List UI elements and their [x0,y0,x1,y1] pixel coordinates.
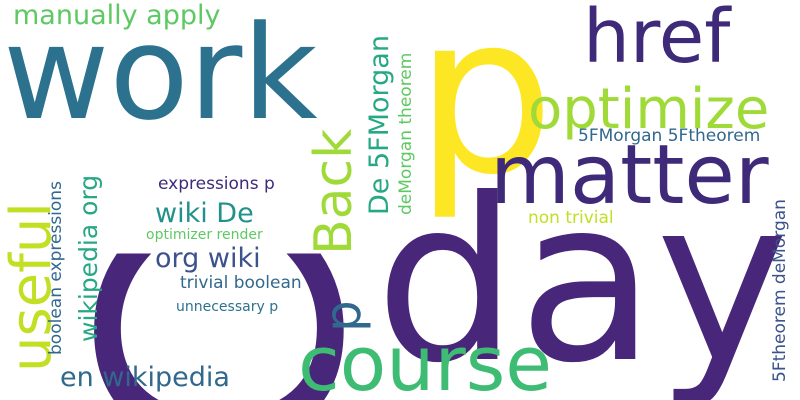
word-optimize: optimize [528,77,770,142]
word-matter: matter [490,128,769,223]
word-non-trivial: non trivial [528,208,614,228]
word-expressions-p: expressions p [158,174,275,194]
word-back: Back [304,128,364,255]
word-wiki-de: wiki De [155,198,254,229]
word-day: day [375,151,789,400]
word-course: course [298,319,553,400]
word-demorgan-theorem: deMorgan theorem [396,52,416,215]
word-de-5fmorgan: De 5FMorgan [364,35,395,215]
word-5ftheorem-demorgan: 5Ftheorem deMorgan [770,199,790,382]
word-unnecessary-p: unnecessary p [176,299,279,315]
word-p-big: p [415,0,555,223]
word-manually-apply: manually apply [13,0,221,31]
word-org-wiki: org wiki [155,243,261,274]
word-en-wikipedia: en wikipedia [60,362,230,393]
word-p-small: p [314,300,372,332]
word-5fmorgan-5ftheorem: 5FMorgan 5Ftheorem [578,126,761,146]
word-wikipedia-org: wikipedia org [74,174,103,342]
word-href: href [583,0,731,80]
word-work: work [3,0,318,149]
word-boolean-expressions: boolean expressions [46,181,66,355]
word-optimizer-render: optimizer render [146,227,263,243]
word-trivial-boolean: trivial boolean [180,273,302,293]
